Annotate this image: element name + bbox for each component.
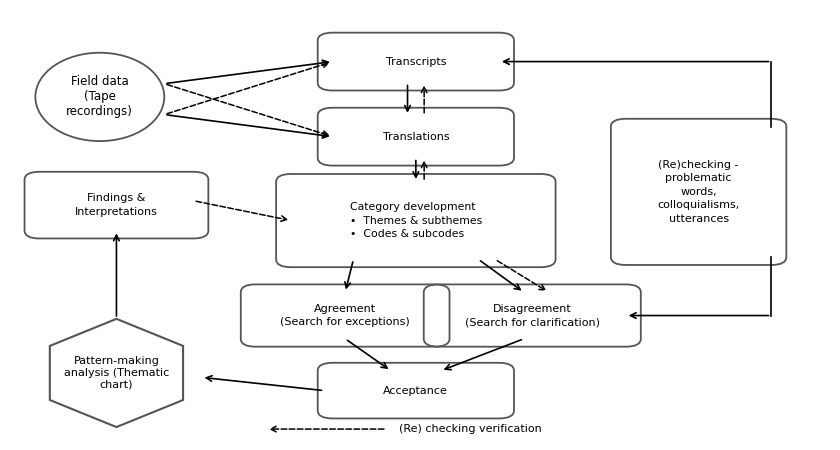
Text: Category development
•  Themes & subthemes
•  Codes & subcodes: Category development • Themes & subtheme… <box>349 202 482 239</box>
Text: Pattern-making
analysis (Thematic
chart): Pattern-making analysis (Thematic chart) <box>64 356 169 390</box>
Text: (Re)checking -
problematic
words,
colloquialisms,
utterances: (Re)checking - problematic words, colloq… <box>658 160 740 224</box>
Text: Findings &
Interpretations: Findings & Interpretations <box>75 194 158 217</box>
Text: Transcripts: Transcripts <box>386 57 446 67</box>
Text: (Re) checking verification: (Re) checking verification <box>399 424 542 434</box>
Text: Field data
(Tape
recordings): Field data (Tape recordings) <box>66 76 134 118</box>
Text: Disagreement
(Search for clarification): Disagreement (Search for clarification) <box>465 304 600 327</box>
Text: Agreement
(Search for exceptions): Agreement (Search for exceptions) <box>281 304 410 327</box>
Text: Translations: Translations <box>382 132 449 142</box>
Text: Acceptance: Acceptance <box>383 386 449 396</box>
